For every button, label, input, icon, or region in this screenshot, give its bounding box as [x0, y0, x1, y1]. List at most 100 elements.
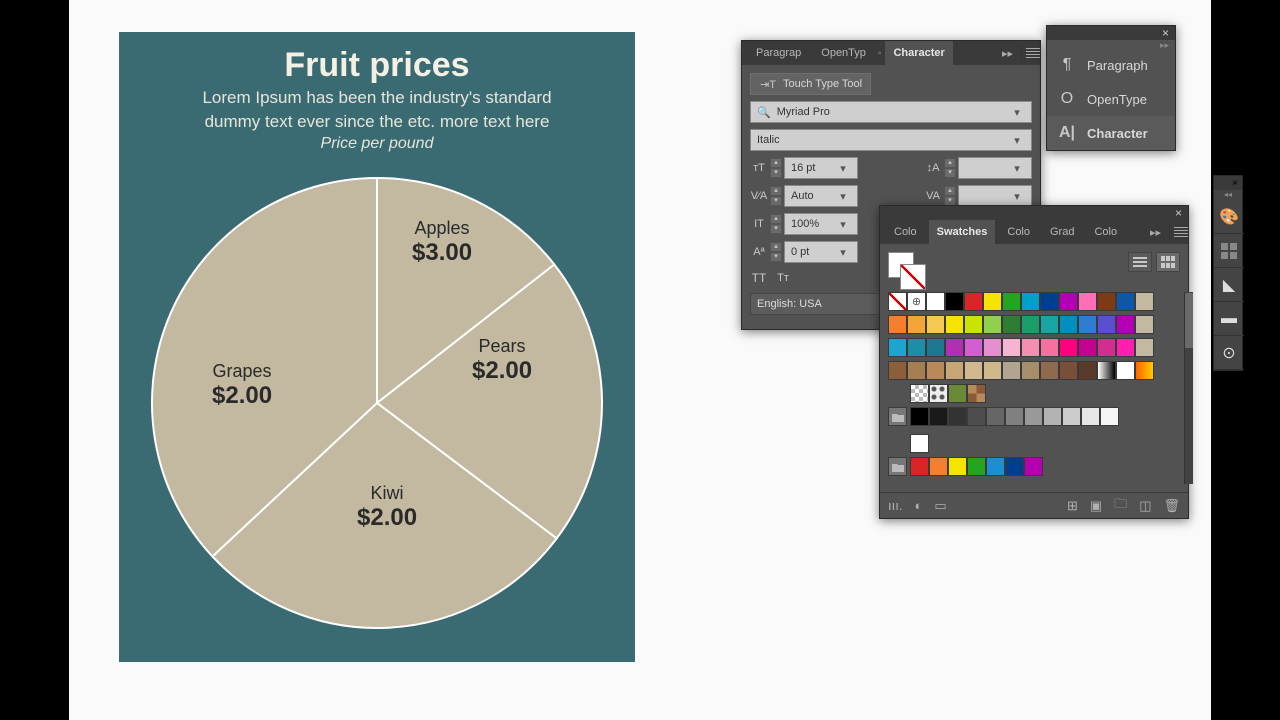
swatches-tab[interactable]: Colo: [1086, 220, 1125, 244]
small-caps-button[interactable]: Tᴛ: [774, 269, 792, 287]
swatch[interactable]: [929, 407, 948, 426]
swatch[interactable]: [1002, 292, 1021, 311]
swatch[interactable]: [945, 315, 964, 334]
swatch[interactable]: [926, 338, 945, 357]
swatch[interactable]: [964, 361, 983, 380]
swatch[interactable]: [983, 361, 1002, 380]
swatches-tab[interactable]: Swatches: [929, 220, 996, 244]
font-style-field[interactable]: Italic ▾: [750, 129, 1032, 151]
swatch[interactable]: [1135, 361, 1154, 380]
swatch[interactable]: [1062, 407, 1081, 426]
swatch[interactable]: [1135, 315, 1154, 334]
baseline-shift-control[interactable]: Aª ▴▾ 0 pt▾: [750, 241, 858, 263]
scrollbar[interactable]: [1184, 292, 1193, 484]
swatch[interactable]: [1100, 407, 1119, 426]
swatch[interactable]: [1078, 292, 1097, 311]
swatches-tab[interactable]: Colo: [886, 220, 925, 244]
typetool-item[interactable]: OOpenType: [1047, 82, 1175, 116]
swatch[interactable]: [1078, 361, 1097, 380]
swatch[interactable]: [945, 292, 964, 311]
swatch[interactable]: [986, 457, 1005, 476]
type-tools-panel[interactable]: × ▸▸ ¶ParagraphOOpenTypeA|Character: [1046, 25, 1176, 151]
swatch[interactable]: [1097, 361, 1116, 380]
new-folder-icon[interactable]: 🗀: [1114, 495, 1127, 517]
tracking-control[interactable]: VA ▴▾ ▾: [924, 185, 1032, 207]
swatch[interactable]: [888, 338, 907, 357]
collapse-icon[interactable]: ▸▸: [1146, 226, 1165, 239]
swatch[interactable]: [983, 338, 1002, 357]
swatch[interactable]: [1078, 338, 1097, 357]
typetool-item[interactable]: ¶Paragraph: [1047, 48, 1175, 82]
close-icon[interactable]: ×: [1162, 26, 1169, 40]
swatch[interactable]: [910, 384, 929, 403]
kerning-control[interactable]: V⁄A ▴▾ Auto▾: [750, 185, 858, 207]
swatch[interactable]: [967, 384, 986, 403]
list-view-button[interactable]: [1128, 252, 1152, 272]
swatch[interactable]: [1116, 292, 1135, 311]
swatch[interactable]: [964, 292, 983, 311]
dock-guide-icon[interactable]: ◣: [1214, 268, 1244, 302]
dock-gradient-icon[interactable]: ▬: [1214, 302, 1244, 336]
swatch-library-icon[interactable]: ııı.: [888, 498, 902, 513]
swatch[interactable]: [926, 292, 945, 311]
swatch[interactable]: [907, 338, 926, 357]
swatch[interactable]: [983, 292, 1002, 311]
dock-color-icon[interactable]: 🎨: [1214, 200, 1244, 234]
swatch[interactable]: [964, 315, 983, 334]
swatch[interactable]: [929, 457, 948, 476]
swatch[interactable]: [1040, 292, 1059, 311]
grid-view-button[interactable]: [1156, 252, 1180, 272]
swatch[interactable]: [910, 407, 929, 426]
swatch[interactable]: [1097, 315, 1116, 334]
break-link-icon[interactable]: ▣: [1090, 498, 1102, 514]
swatch[interactable]: [967, 407, 986, 426]
swatch[interactable]: [1021, 361, 1040, 380]
swatch[interactable]: [1097, 338, 1116, 357]
swatch[interactable]: [910, 457, 929, 476]
swatch[interactable]: [948, 407, 967, 426]
typetool-item[interactable]: A|Character: [1047, 116, 1175, 150]
swatch[interactable]: [929, 384, 948, 403]
swatches-tab[interactable]: Colo: [999, 220, 1038, 244]
swatch[interactable]: [1059, 361, 1078, 380]
collapse-icon[interactable]: ▸▸: [998, 47, 1017, 60]
swatch[interactable]: [964, 338, 983, 357]
swatch[interactable]: [1097, 292, 1116, 311]
vertical-scale-control[interactable]: IT ▴▾ 100%▾: [750, 213, 858, 235]
close-icon[interactable]: ×: [1175, 206, 1182, 220]
swatch[interactable]: [1021, 315, 1040, 334]
swatch[interactable]: [888, 292, 907, 311]
swatch[interactable]: [1021, 338, 1040, 357]
swatch[interactable]: [1135, 338, 1154, 357]
leading-control[interactable]: ↕A ▴▾ ▾: [924, 157, 1032, 179]
swatch[interactable]: [948, 384, 967, 403]
swatch[interactable]: [945, 361, 964, 380]
swatch[interactable]: [907, 361, 926, 380]
swatch[interactable]: [1135, 292, 1154, 311]
tab-paragraph[interactable]: Paragrap: [748, 41, 809, 65]
swatch[interactable]: [926, 315, 945, 334]
swatch[interactable]: [1002, 361, 1021, 380]
delete-swatch-icon[interactable]: 🗑: [1163, 498, 1180, 514]
swatch[interactable]: [1078, 315, 1097, 334]
swatch[interactable]: [888, 361, 907, 380]
show-kinds-icon[interactable]: ◐: [914, 498, 922, 513]
swatch[interactable]: [1059, 292, 1078, 311]
panel-menu-icon[interactable]: [1026, 46, 1040, 60]
dock-recolor-icon[interactable]: ⊙: [1214, 336, 1244, 370]
swatch[interactable]: [1081, 407, 1100, 426]
new-group-icon[interactable]: ⊞: [1067, 498, 1078, 514]
swatch[interactable]: [1024, 407, 1043, 426]
swatch[interactable]: [967, 457, 986, 476]
swatch[interactable]: [1005, 407, 1024, 426]
dock-swatches-icon[interactable]: [1214, 234, 1244, 268]
swatch[interactable]: [1116, 338, 1135, 357]
swatch[interactable]: [1021, 292, 1040, 311]
font-family-field[interactable]: 🔍 Myriad Pro ▾: [750, 101, 1032, 123]
swatch[interactable]: [945, 338, 964, 357]
swatches-tab[interactable]: Grad: [1042, 220, 1082, 244]
fill-stroke-preview[interactable]: [888, 252, 928, 292]
panel-menu-icon[interactable]: [1174, 225, 1188, 239]
swatches-panel[interactable]: × ColoSwatchesColoGradColo▸▸: [879, 205, 1189, 519]
tab-opentype[interactable]: OpenTyp: [813, 41, 874, 65]
